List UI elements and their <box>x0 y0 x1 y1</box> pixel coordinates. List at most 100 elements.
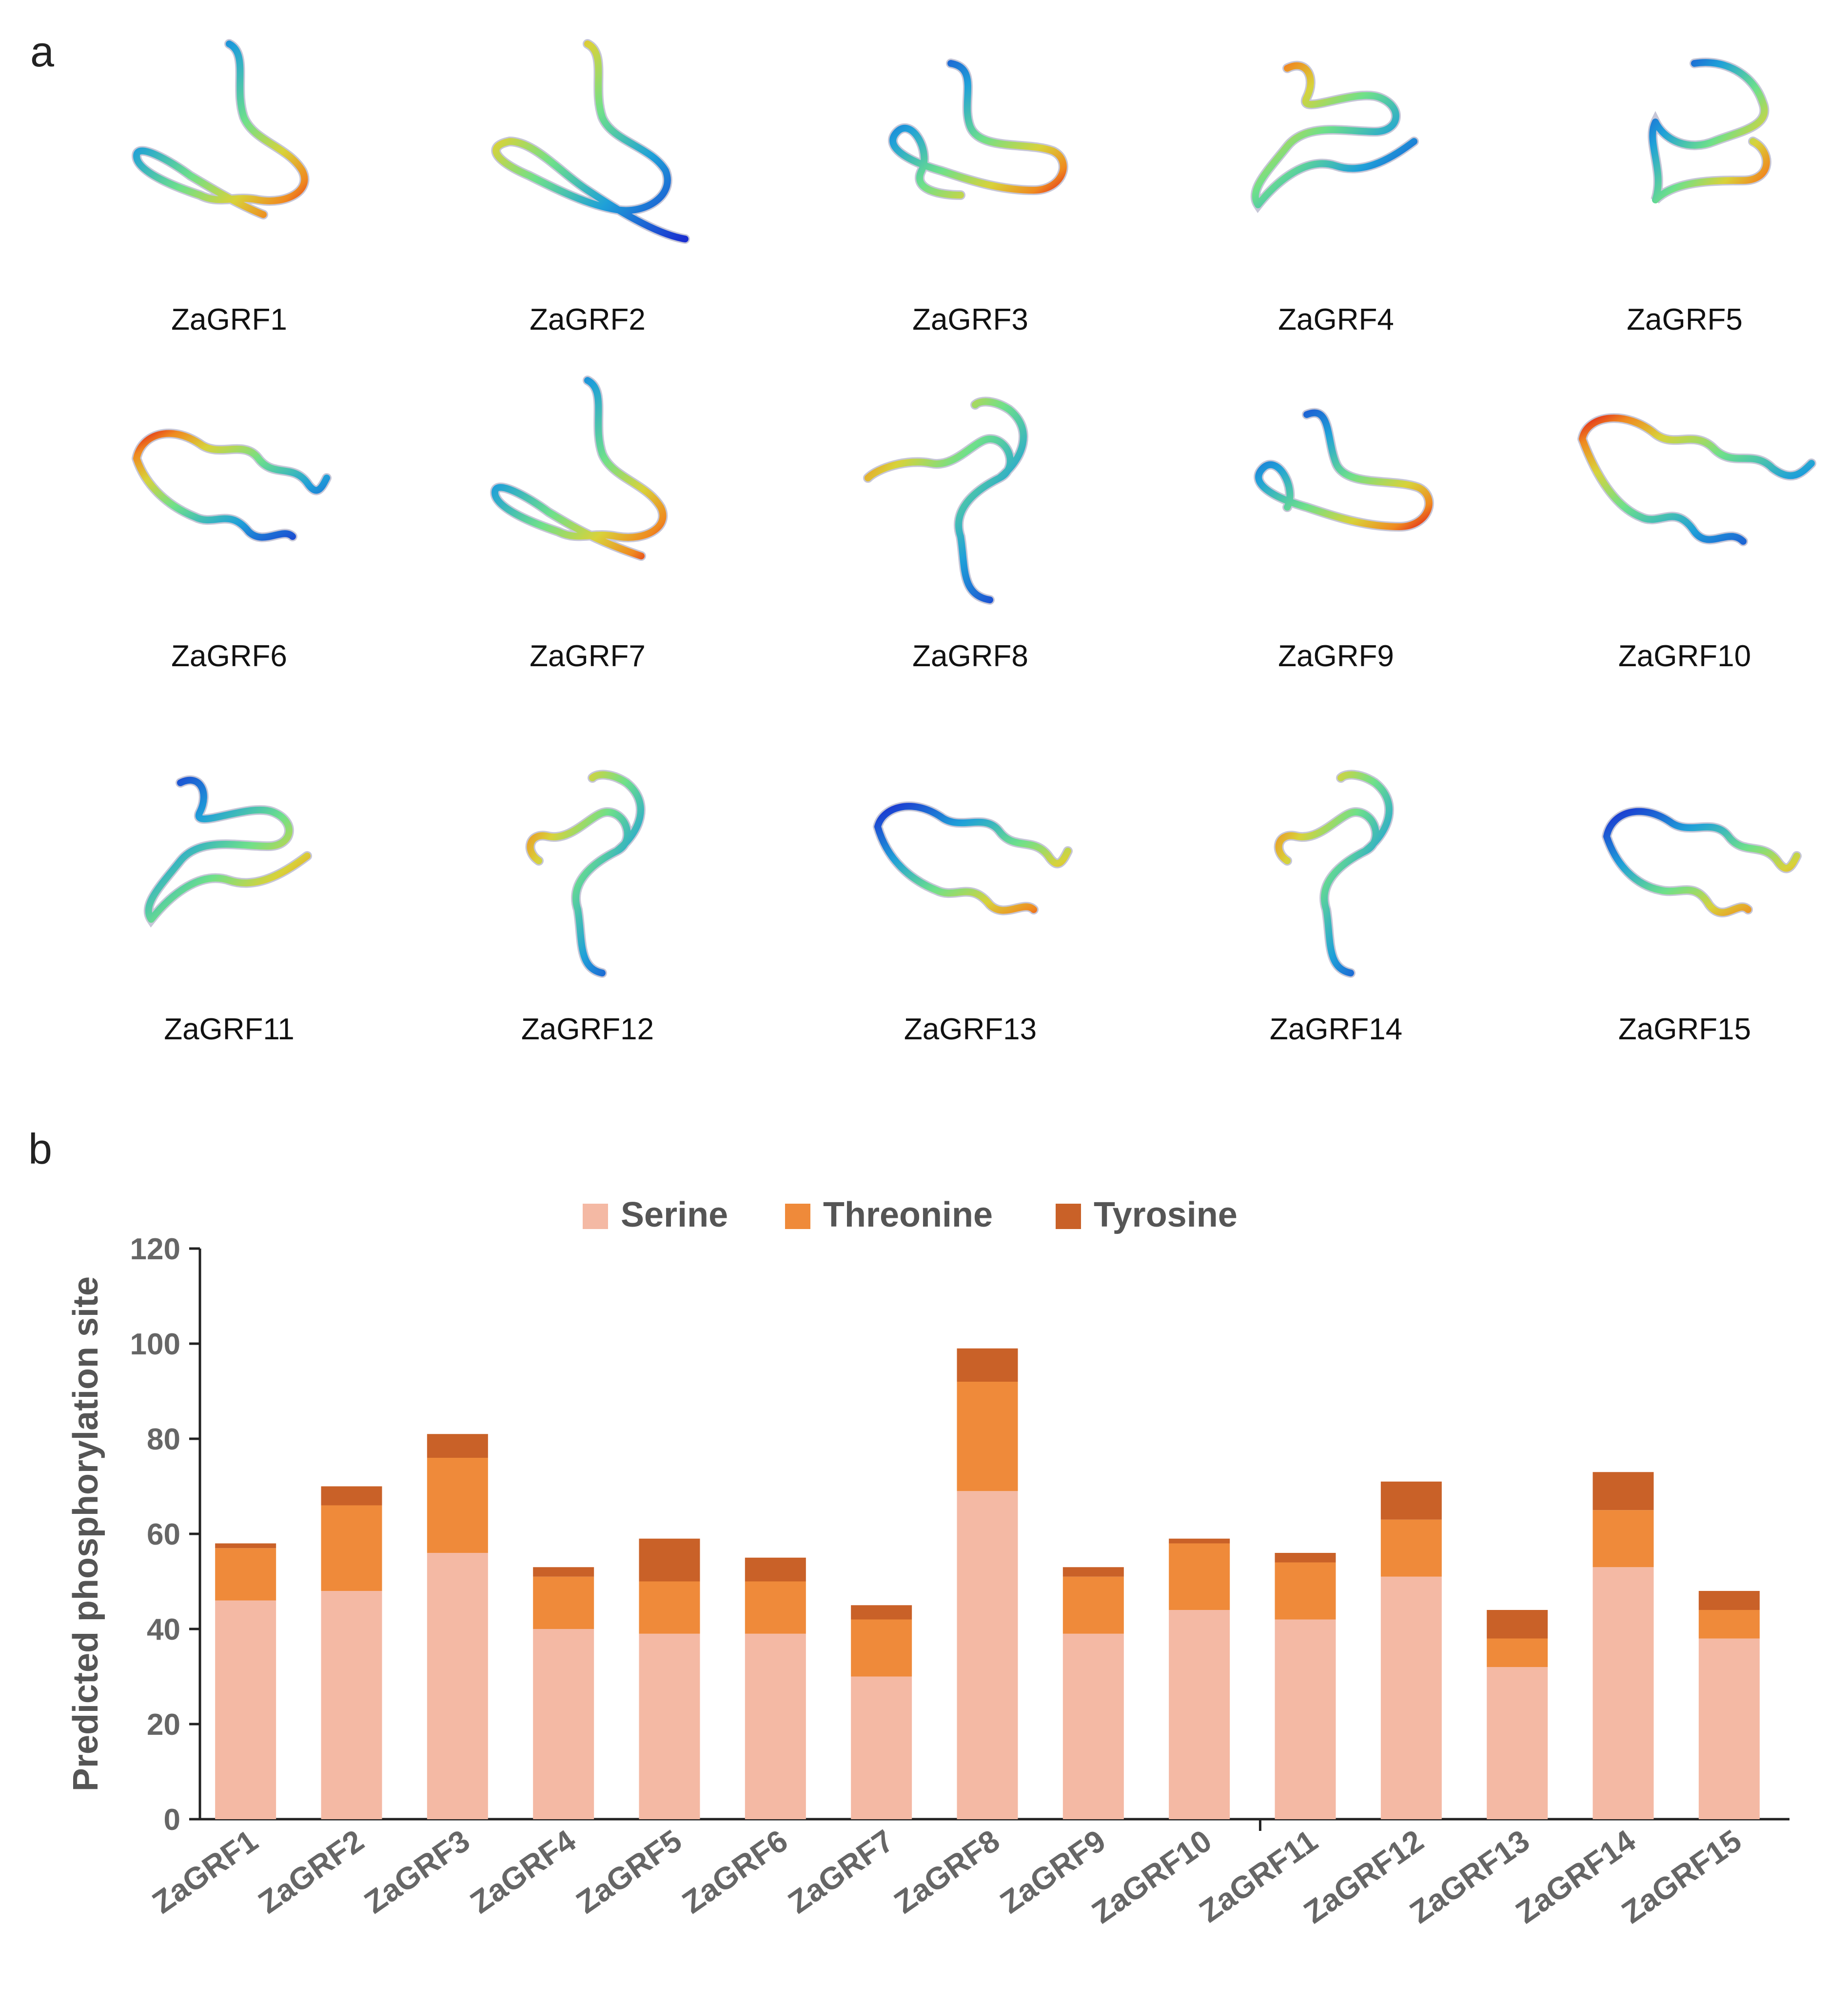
bar-ZaGRF10-tyrosine <box>1169 1538 1230 1544</box>
bar-ZaGRF13-serine <box>1487 1667 1548 1819</box>
protein-structure-ZaGRF2 <box>491 39 690 244</box>
legend-label-serine: Serine <box>621 1195 728 1234</box>
bar-ZaGRF8-serine <box>957 1491 1018 1819</box>
bar-ZaGRF11-tyrosine <box>1275 1553 1336 1563</box>
bar-ZaGRF1-serine <box>215 1600 276 1819</box>
x-tick-label: ZaGRF7 <box>782 1823 900 1920</box>
protein-structure-ZaGRF8 <box>863 397 1028 605</box>
chart-legend: Serine Threonine Tyrosine <box>583 1195 1238 1234</box>
x-tick-label: ZaGRF2 <box>252 1823 370 1920</box>
bar-ZaGRF14-serine <box>1592 1567 1654 1819</box>
protein-label-ZaGRF13: ZaGRF13 <box>904 1012 1037 1046</box>
protein-label-ZaGRF7: ZaGRF7 <box>530 639 646 673</box>
y-tick-label: 40 <box>147 1613 180 1647</box>
bar-ZaGRF7-serine <box>851 1676 912 1819</box>
bar-ZaGRF4-threonine <box>533 1576 594 1629</box>
bar-ZaGRF8-threonine <box>957 1382 1018 1491</box>
protein-structure-ZaGRF7 <box>490 376 668 561</box>
y-tick-label: 80 <box>147 1423 180 1456</box>
bar-ZaGRF9-serine <box>1062 1633 1124 1819</box>
x-tick-label: ZaGRF1 <box>146 1823 264 1920</box>
protein-structure-ZaGRF3 <box>888 59 1068 200</box>
panel-b-label: b <box>28 1125 52 1173</box>
protein-label-ZaGRF14: ZaGRF14 <box>1269 1012 1403 1046</box>
x-tick-label: ZaGRF5 <box>570 1823 688 1920</box>
x-tick-label: ZaGRF15 <box>1615 1823 1748 1930</box>
x-tick-label: ZaGRF6 <box>676 1823 794 1920</box>
protein-structure-ZaGRF11 <box>143 775 312 928</box>
y-tick-label: 100 <box>130 1328 180 1361</box>
bar-ZaGRF6-threonine <box>745 1581 806 1634</box>
bar-ZaGRF9-threonine <box>1062 1576 1124 1634</box>
y-tick-label: 120 <box>130 1232 180 1266</box>
bar-ZaGRF15-tyrosine <box>1698 1591 1760 1610</box>
bar-ZaGRF5-threonine <box>639 1581 700 1634</box>
x-tick-label: ZaGRF12 <box>1298 1823 1430 1930</box>
bar-ZaGRF2-serine <box>321 1591 382 1819</box>
bar-stacks <box>215 1348 1760 1819</box>
bar-ZaGRF6-tyrosine <box>745 1557 806 1582</box>
bar-ZaGRF13-tyrosine <box>1487 1610 1548 1639</box>
bar-ZaGRF15-threonine <box>1698 1610 1760 1639</box>
bar-ZaGRF1-tyrosine <box>215 1543 276 1548</box>
x-axis: ZaGRF1ZaGRF2ZaGRF3ZaGRF4ZaGRF5ZaGRF6ZaGR… <box>146 1818 1789 1930</box>
legend-label-tyrosine: Tyrosine <box>1094 1195 1238 1234</box>
bar-ZaGRF14-threonine <box>1592 1510 1654 1568</box>
y-tick-label: 60 <box>147 1518 180 1551</box>
protein-structure-ZaGRF13 <box>873 801 1073 915</box>
y-axis: 0 20 40 60 80 100 120 <box>130 1232 201 1837</box>
protein-label-ZaGRF6: ZaGRF6 <box>171 639 287 673</box>
bar-ZaGRF7-threonine <box>851 1619 912 1677</box>
protein-structure-ZaGRF15 <box>1602 806 1802 917</box>
bar-ZaGRF3-serine <box>427 1553 488 1819</box>
protein-label-ZaGRF8: ZaGRF8 <box>912 639 1028 673</box>
phosphorylation-chart: Serine Threonine Tyrosine 020406080100120 … <box>66 1195 1789 1930</box>
x-tick-label: ZaGRF3 <box>358 1823 476 1920</box>
y-tick-label: 0 <box>164 1803 180 1837</box>
bar-ZaGRF8-tyrosine <box>957 1348 1018 1382</box>
legend-swatch-serine <box>583 1204 608 1229</box>
protein-structure-ZaGRF12 <box>525 770 646 978</box>
protein-structure-grid <box>131 39 1816 978</box>
bar-ZaGRF3-threonine <box>427 1458 488 1553</box>
bar-ZaGRF15-serine <box>1698 1638 1760 1819</box>
bar-ZaGRF10-serine <box>1169 1610 1230 1819</box>
protein-label-ZaGRF4: ZaGRF4 <box>1278 303 1394 337</box>
legend-swatch-threonine <box>785 1204 810 1229</box>
bar-ZaGRF2-threonine <box>321 1505 382 1591</box>
bar-ZaGRF5-tyrosine <box>639 1538 700 1582</box>
protein-label-ZaGRF12: ZaGRF12 <box>521 1012 654 1046</box>
bar-ZaGRF3-tyrosine <box>427 1434 488 1458</box>
bar-ZaGRF13-threonine <box>1487 1638 1548 1667</box>
x-tick-label: ZaGRF14 <box>1510 1823 1642 1930</box>
panel-a-label: a <box>30 27 54 76</box>
legend-label-threonine: Threonine <box>823 1195 993 1234</box>
protein-structure-ZaGRF10 <box>1577 413 1816 546</box>
protein-label-ZaGRF11: ZaGRF11 <box>164 1012 295 1046</box>
protein-label-ZaGRF3: ZaGRF3 <box>912 303 1028 337</box>
bar-ZaGRF11-threonine <box>1275 1562 1336 1620</box>
bar-ZaGRF5-serine <box>639 1633 700 1819</box>
bar-ZaGRF1-threonine <box>215 1548 276 1601</box>
y-tick-label: 20 <box>147 1708 180 1742</box>
protein-label-ZaGRF9: ZaGRF9 <box>1278 639 1394 673</box>
protein-label-ZaGRF15: ZaGRF15 <box>1618 1012 1751 1046</box>
bar-ZaGRF10-threonine <box>1169 1543 1230 1610</box>
protein-structure-ZaGRF6 <box>132 428 332 542</box>
bar-ZaGRF12-serine <box>1380 1576 1442 1819</box>
x-tick-label: ZaGRF4 <box>464 1823 582 1920</box>
bar-ZaGRF4-tyrosine <box>533 1567 594 1577</box>
protein-structure-ZaGRF4 <box>1250 60 1419 213</box>
x-tick-label: ZaGRF11 <box>1193 1823 1324 1929</box>
protein-structure-ZaGRF5 <box>1648 58 1771 204</box>
bar-ZaGRF2-tyrosine <box>321 1486 382 1506</box>
bar-ZaGRF12-tyrosine <box>1380 1481 1442 1520</box>
y-axis-label: Predicted phosphorylation site <box>66 1276 105 1791</box>
bar-ZaGRF12-threonine <box>1380 1519 1442 1577</box>
protein-label-ZaGRF2: ZaGRF2 <box>530 303 646 337</box>
x-tick-label: ZaGRF10 <box>1085 1823 1218 1930</box>
x-tick-label: ZaGRF8 <box>888 1823 1006 1920</box>
protein-label-ZaGRF1: ZaGRF1 <box>171 303 287 337</box>
bar-ZaGRF9-tyrosine <box>1062 1567 1124 1577</box>
bar-ZaGRF11-serine <box>1275 1619 1336 1819</box>
